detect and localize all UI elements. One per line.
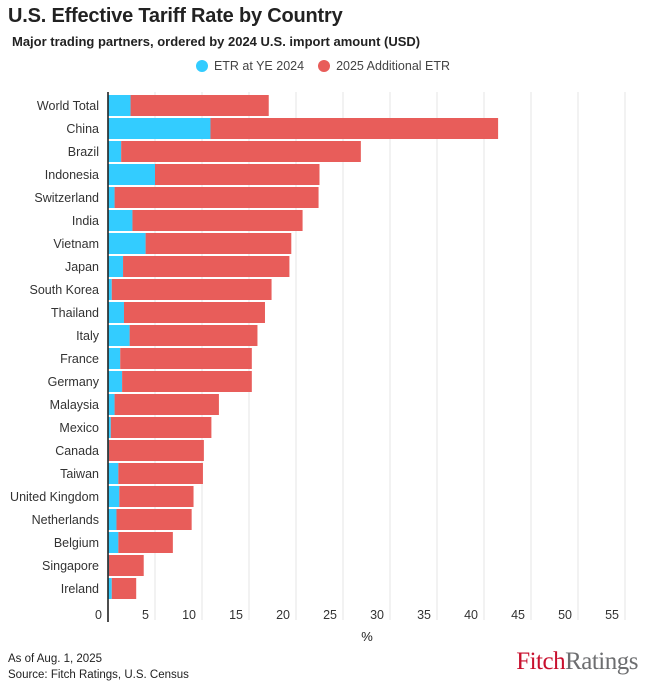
bar-additional-etr [121,141,361,162]
category-label: Belgium [54,536,99,550]
bar-additional-etr [111,279,272,300]
bar-additional-etr [110,417,212,438]
logo-ratings: Ratings [565,648,638,675]
bar-etr-2024 [108,164,155,185]
category-label: United Kingdom [10,490,99,504]
x-tick-label: 35 [417,608,431,622]
bar-etr-2024 [108,417,111,438]
bar-additional-etr [114,187,319,208]
chart-subtitle: Major trading partners, ordered by 2024 … [12,34,421,49]
category-label: Thailand [51,306,99,320]
legend-swatch-etr-2024 [195,60,208,72]
bar-additional-etr [119,486,194,507]
bar-etr-2024 [108,394,115,415]
bars [108,95,499,599]
category-label: South Korea [30,283,100,297]
bar-etr-2024 [108,371,123,392]
fitch-ratings-logo: FitchRatings [516,648,638,676]
category-label: France [60,352,99,366]
x-tick-label: 15 [229,608,243,622]
category-label: World Total [37,99,99,113]
category-label: Switzerland [34,191,99,205]
category-label: Vietnam [53,237,99,251]
x-tick-label: 50 [558,608,572,622]
bar-additional-etr [118,532,173,553]
bar-etr-2024 [108,486,120,507]
x-axis-label: % [361,629,373,644]
category-label: Netherlands [32,513,99,527]
bar-additional-etr [129,325,258,346]
legend-label-additional-etr: 2025 Additional ETR [336,59,451,73]
category-labels: World Total China Brazil Indonesia Switzerla… [10,99,100,596]
x-tick-label: 40 [464,608,478,622]
x-tick-label: 0 [95,608,102,622]
bar-etr-2024 [108,256,124,277]
bar-etr-2024 [108,187,115,208]
x-tick-label: 25 [323,608,337,622]
logo-fitch: Fitch [516,648,566,675]
bar-additional-etr [116,509,192,530]
bar-etr-2024 [108,141,122,162]
as-of-note: As of Aug. 1, 2025 [8,653,102,665]
bar-additional-etr [111,578,137,599]
bar-additional-etr [210,118,499,139]
bar-etr-2024 [108,463,119,484]
category-label: Ireland [61,582,99,596]
bar-etr-2024 [108,233,146,254]
bar-additional-etr [130,95,269,116]
chart-title: U.S. Effective Tariff Rate by Country [8,5,343,27]
bar-etr-2024 [108,95,131,116]
bar-etr-2024 [108,532,119,553]
bar-additional-etr [108,440,204,461]
bar-additional-etr [122,371,252,392]
bar-etr-2024 [108,578,112,599]
bar-etr-2024 [108,118,211,139]
category-label: Japan [65,260,99,274]
bar-additional-etr [155,164,320,185]
legend-item-additional-etr: 2025 Additional ETR [318,59,450,73]
bar-etr-2024 [108,302,124,323]
bar-additional-etr [132,210,303,231]
category-label: Canada [55,444,99,458]
bar-additional-etr [145,233,292,254]
bar-additional-etr [108,555,144,576]
category-label: Brazil [68,145,99,159]
legend-label-etr-2024: ETR at YE 2024 [213,59,305,73]
bar-additional-etr [123,302,265,323]
bar-additional-etr [120,348,252,369]
category-label: Indonesia [45,168,99,182]
category-label: India [72,214,99,228]
category-label: Germany [48,375,100,389]
x-tick-label: 45 [511,608,525,622]
x-tick-label: 20 [276,608,290,622]
legend-swatch-additional-etr [318,60,331,72]
category-label: China [66,122,99,136]
category-label: Malaysia [50,398,99,412]
bar-additional-etr [114,394,219,415]
legend: ETR at YE 2024 2025 Additional ETR [0,59,646,73]
category-label: Italy [76,329,100,343]
x-tick-label: 30 [370,608,384,622]
category-label: Taiwan [60,467,99,481]
bar-etr-2024 [108,325,130,346]
bar-etr-2024 [108,348,121,369]
legend-item-etr-2024: ETR at YE 2024 [195,59,305,73]
x-tick-label: 5 [142,608,149,622]
bar-additional-etr [118,463,203,484]
source-note: Source: Fitch Ratings, U.S. Census [8,669,189,681]
category-label: Singapore [42,559,99,573]
x-tick-label: 55 [605,608,619,622]
bar-etr-2024 [108,210,133,231]
bar-etr-2024 [108,279,112,300]
bar-additional-etr [123,256,290,277]
category-label: Mexico [59,421,99,435]
x-tick-label: 10 [182,608,196,622]
bar-etr-2024 [108,509,117,530]
x-tick-labels: 0 5 10 15 20 25 30 35 40 45 50 55 [95,608,619,622]
